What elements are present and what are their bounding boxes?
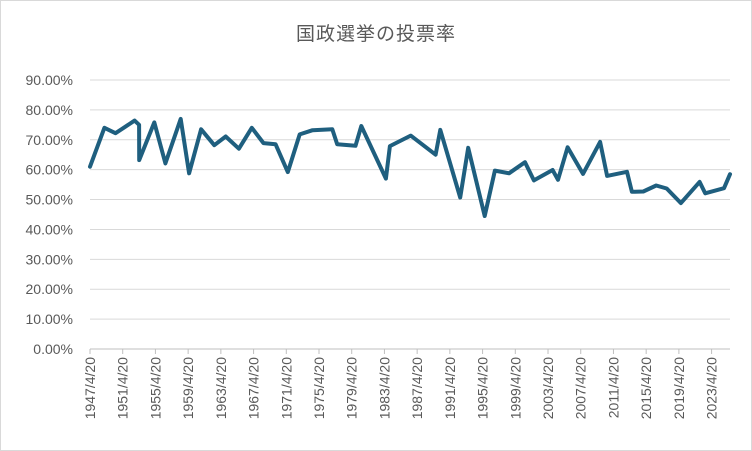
data-point xyxy=(298,132,302,136)
x-tick-label: 2015/4/20 xyxy=(638,357,654,419)
data-point xyxy=(224,134,228,138)
data-point xyxy=(163,161,167,165)
data-point xyxy=(556,178,560,182)
y-tick-label: 80.00% xyxy=(26,102,73,118)
y-axis-ticks: 0.00% 10.00% 20.00% 30.00% 40.00% 50.00% 60.00… xyxy=(26,72,73,357)
y-tick-label: 10.00% xyxy=(26,311,73,327)
x-tick-label: 2019/4/20 xyxy=(671,357,687,419)
y-tick-label: 40.00% xyxy=(26,221,73,237)
y-tick-label: 90.00% xyxy=(26,72,73,88)
x-tick-label: 1995/4/20 xyxy=(475,357,491,419)
y-tick-label: 0.00% xyxy=(33,341,73,357)
data-point xyxy=(311,128,315,132)
y-tick-label: 70.00% xyxy=(26,132,73,148)
data-point xyxy=(237,147,241,151)
data-point xyxy=(384,177,388,181)
x-tick-label: 1975/4/20 xyxy=(311,357,327,419)
x-tick-label: 1991/4/20 xyxy=(442,357,458,419)
data-point xyxy=(630,190,634,194)
x-tick-label: 2007/4/20 xyxy=(573,357,589,419)
data-point xyxy=(625,170,629,174)
data-point xyxy=(679,201,683,205)
data-point xyxy=(133,119,137,123)
x-tick-label: 1955/4/20 xyxy=(147,357,163,419)
data-point xyxy=(199,127,203,131)
data-point xyxy=(354,144,358,148)
data-point xyxy=(137,158,141,162)
data-point xyxy=(274,142,278,146)
data-point xyxy=(359,124,363,128)
x-tick-label: 2011/4/20 xyxy=(605,357,621,418)
data-point xyxy=(466,146,470,150)
data-point xyxy=(388,144,392,148)
data-point xyxy=(641,189,645,193)
data-point xyxy=(654,184,658,188)
x-tick-label: 1979/4/20 xyxy=(344,357,360,419)
x-tick-label: 2003/4/20 xyxy=(540,357,556,419)
x-tick-label: 1947/4/20 xyxy=(82,357,98,419)
x-tick-label: 1971/4/20 xyxy=(278,357,294,419)
y-tick-label: 30.00% xyxy=(26,251,73,267)
chart-title: 国政選挙の投票率 xyxy=(295,23,456,45)
data-point xyxy=(581,172,585,176)
x-tick-label: 1967/4/20 xyxy=(246,357,262,419)
data-point xyxy=(262,141,266,145)
data-point xyxy=(88,165,92,169)
data-point xyxy=(458,195,462,199)
y-tick-label: 20.00% xyxy=(26,281,73,297)
data-point xyxy=(187,171,191,175)
data-point xyxy=(102,126,106,130)
data-point xyxy=(532,178,536,182)
data-point xyxy=(698,180,702,184)
x-tick-label: 1951/4/20 xyxy=(115,357,131,419)
data-point xyxy=(483,214,487,218)
data-point xyxy=(212,143,216,147)
data-point xyxy=(728,172,732,176)
data-point xyxy=(507,171,511,175)
x-tick-label: 1999/4/20 xyxy=(507,357,523,419)
y-tick-label: 60.00% xyxy=(26,162,73,178)
data-point xyxy=(179,117,183,121)
data-point xyxy=(493,169,497,173)
data-point xyxy=(665,186,669,190)
data-point xyxy=(566,145,570,149)
data-point xyxy=(551,168,555,172)
data-point xyxy=(114,131,118,135)
series-layer xyxy=(88,116,732,218)
gridlines xyxy=(90,79,730,350)
data-point xyxy=(703,191,707,195)
data-point xyxy=(152,120,156,124)
x-axis-ticks: 1947/4/20 1951/4/20 1955/4/20 1959/4/20 1963… xyxy=(82,349,720,419)
y-tick-label: 50.00% xyxy=(26,192,73,208)
x-tick-label: 1987/4/20 xyxy=(409,357,425,419)
data-point xyxy=(605,174,609,178)
data-point xyxy=(438,128,442,132)
data-point xyxy=(434,153,438,157)
x-tick-label: 1963/4/20 xyxy=(213,357,229,419)
x-tick-label: 1983/4/20 xyxy=(376,357,392,419)
data-point xyxy=(523,160,527,164)
data-point xyxy=(722,186,726,190)
series-line xyxy=(88,116,732,218)
data-point xyxy=(409,134,413,138)
x-tick-label: 2023/4/20 xyxy=(704,357,720,419)
x-tick-label: 1959/4/20 xyxy=(180,357,196,419)
data-point xyxy=(330,127,334,131)
data-point xyxy=(335,142,339,146)
data-point xyxy=(250,126,254,130)
data-point xyxy=(286,170,290,174)
data-point xyxy=(598,140,602,144)
data-point xyxy=(137,123,141,127)
